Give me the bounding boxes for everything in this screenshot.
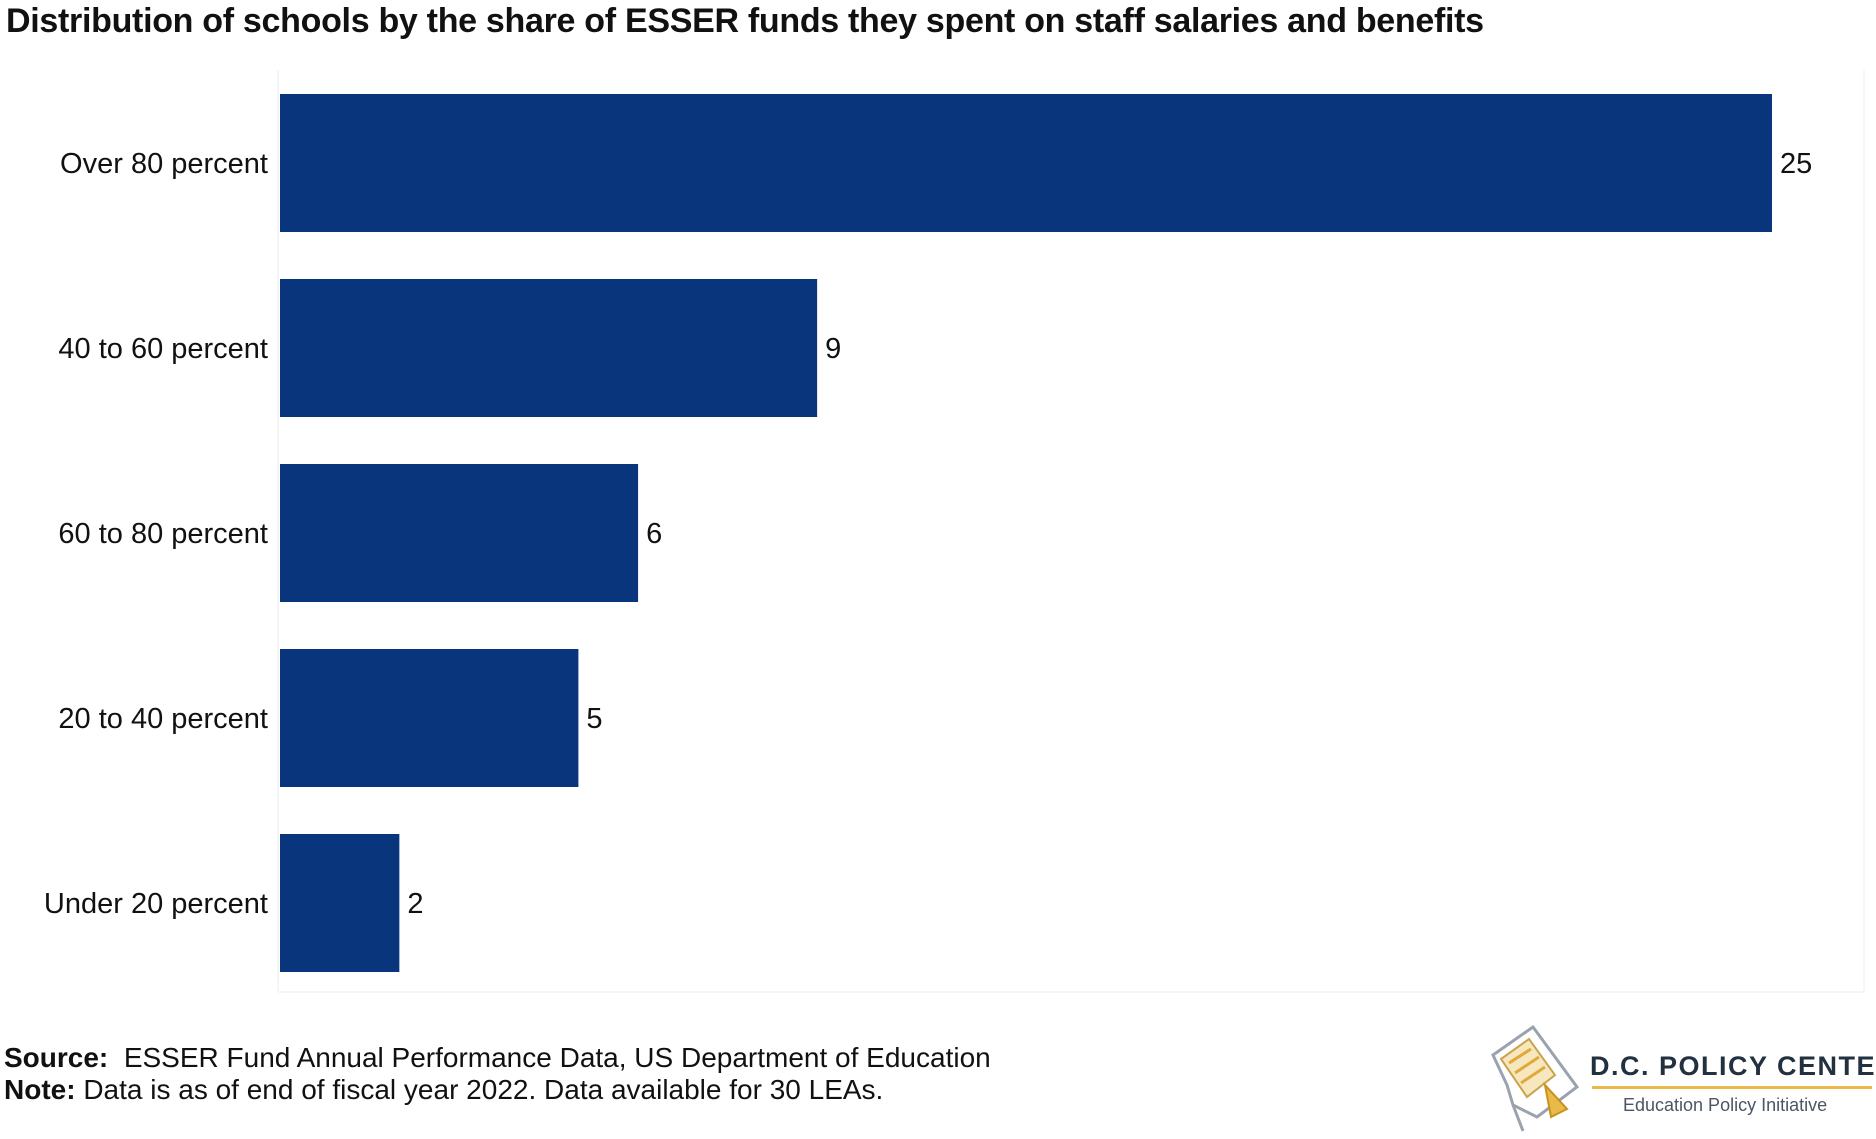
source-line: Source: ESSER Fund Annual Performance Da… (4, 1042, 991, 1074)
chart-title: Distribution of schools by the share of … (6, 2, 1484, 40)
source-text: ESSER Fund Annual Performance Data, US D… (123, 1042, 991, 1073)
bar-under-20-percent (280, 834, 400, 972)
bar-20-to-40-percent (280, 649, 579, 787)
note-label: Note: (4, 1074, 76, 1105)
value-label-60-to-80-percent: 6 (646, 518, 662, 550)
logo-subtitle: Education Policy Initiative (1623, 1095, 1828, 1115)
value-label-40-to-60-percent: 9 (825, 333, 841, 365)
dc-map-logo-icon (1491, 1024, 1580, 1132)
category-label-60-to-80-percent: 60 to 80 percent (58, 518, 268, 550)
value-label-under-20-percent: 2 (407, 888, 423, 920)
bar-40-to-60-percent (280, 279, 818, 417)
value-label-over-80-percent: 25 (1780, 148, 1812, 180)
note-line: Note: Data is as of end of fiscal year 2… (4, 1074, 991, 1106)
bar-over-80-percent (280, 94, 1772, 232)
dc-policy-center-logo: D.C. POLICY CENTER Education Policy Init… (1485, 1024, 1876, 1134)
category-label-under-20-percent: Under 20 percent (44, 888, 268, 920)
logo-divider (1592, 1086, 1872, 1089)
logo-name: D.C. POLICY CENTER (1590, 1051, 1876, 1081)
value-label-20-to-40-percent: 5 (586, 703, 602, 735)
footer: Source: ESSER Fund Annual Performance Da… (4, 1042, 991, 1106)
category-label-40-to-60-percent: 40 to 60 percent (58, 333, 268, 365)
note-text: Data is as of end of fiscal year 2022. D… (83, 1074, 884, 1105)
category-label-20-to-40-percent: 20 to 40 percent (58, 703, 268, 735)
source-label: Source: (4, 1042, 109, 1073)
category-label-over-80-percent: Over 80 percent (60, 148, 268, 180)
bar-60-to-80-percent (280, 464, 639, 602)
